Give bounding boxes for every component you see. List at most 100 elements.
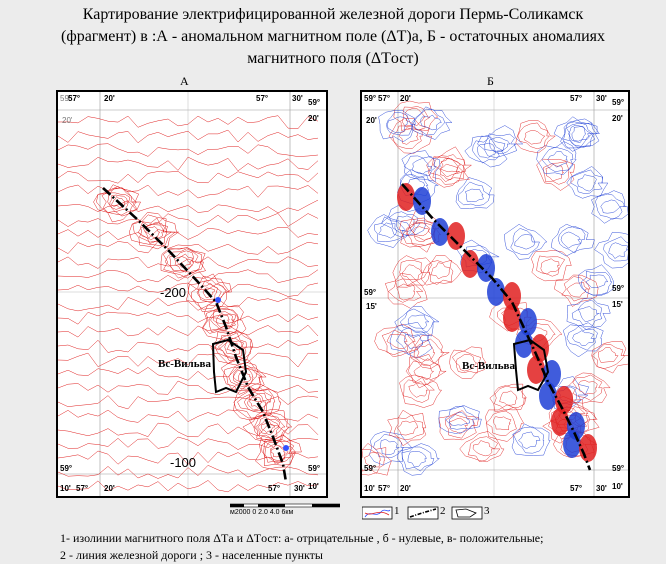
residual-contour	[403, 155, 438, 179]
isoline	[58, 282, 319, 297]
map-b-contours	[362, 92, 628, 496]
residual-contour	[581, 271, 613, 296]
anomaly-fill-b	[447, 222, 465, 250]
residual-contour	[553, 116, 598, 152]
anomaly-contour	[260, 439, 296, 463]
residual-contour	[558, 226, 586, 254]
settlement-outline	[512, 338, 550, 392]
residual-contour	[444, 414, 476, 439]
coord-lon: 57°	[570, 484, 583, 493]
residual-contour	[570, 169, 603, 194]
residual-contour	[566, 122, 597, 148]
marker-dot	[215, 297, 221, 303]
residual-contour	[591, 190, 628, 224]
residual-contour	[405, 354, 447, 389]
anomaly-contour	[107, 192, 131, 213]
anomaly-contour	[263, 434, 297, 466]
residual-contour	[409, 221, 431, 237]
residual-contour	[464, 135, 508, 168]
anomaly-contour	[223, 362, 263, 395]
residual-contour	[378, 222, 397, 239]
coord-lat: 59°	[60, 94, 73, 103]
residual-contour	[412, 226, 433, 242]
coord-min: 20'	[612, 114, 623, 123]
residual-contour	[407, 451, 427, 468]
coord-lat: 59°	[612, 98, 625, 107]
panel-a-label: А	[180, 74, 189, 88]
contour-label: -200	[160, 285, 187, 300]
residual-contour	[392, 125, 423, 149]
residual-contour	[595, 193, 626, 220]
scale-ruler	[230, 503, 340, 508]
map-panel-b[interactable]: 59° 57° 20' 57° 30' 59° 20' 20' 59° 15' …	[360, 90, 630, 498]
residual-contour	[399, 374, 443, 408]
anomaly-contour	[238, 372, 252, 382]
residual-contour	[387, 116, 408, 133]
residual-contour	[560, 118, 600, 149]
residual-contour	[547, 151, 568, 168]
settlement-outline	[211, 338, 248, 394]
residual-contour	[591, 341, 628, 374]
residual-contour	[438, 410, 479, 441]
isoline	[58, 269, 319, 283]
legend-item-2: 2	[440, 505, 446, 517]
contour-label: -100	[170, 455, 197, 470]
coord-lat: 59°	[612, 284, 625, 293]
title-line-3: магнитного поля (ΔTост)	[247, 50, 419, 67]
residual-contour	[428, 259, 454, 285]
residual-contour	[401, 150, 441, 182]
residual-contour	[455, 177, 495, 210]
anomaly-contour	[220, 356, 267, 391]
residual-contour	[511, 423, 551, 456]
map-panel-a[interactable]: 59° 57° 20' 57° 30' 59° 20' 20' 59° 10' …	[56, 90, 328, 498]
anomaly-contour	[228, 365, 263, 390]
anomaly-contour	[202, 307, 239, 334]
residual-contour	[369, 431, 413, 466]
residual-contour	[585, 274, 609, 288]
isoline	[58, 129, 319, 144]
residual-contour	[560, 231, 582, 249]
residual-contour	[571, 299, 603, 328]
coord-lon: 57°	[378, 484, 391, 493]
residual-contour	[510, 228, 540, 255]
coord-min: 30'	[596, 484, 607, 493]
anomaly-contour	[101, 187, 138, 217]
residual-contour	[396, 283, 416, 301]
anomaly-fill-b	[413, 187, 431, 215]
residual-contour	[389, 322, 433, 359]
residual-contour	[386, 334, 408, 349]
coord-min: 30'	[596, 94, 607, 103]
coord-lon: 57°	[268, 484, 281, 493]
anomaly-fill-b	[519, 308, 537, 336]
residual-contour	[367, 214, 413, 248]
anomaly-contour	[208, 308, 240, 332]
residual-contour	[458, 181, 491, 206]
anomaly-fill-b	[579, 434, 597, 462]
anomaly-fill-a	[461, 250, 479, 278]
residual-contour	[504, 224, 548, 260]
anomaly-contour	[96, 187, 138, 216]
anomaly-contour	[242, 408, 293, 448]
isoline	[58, 324, 319, 338]
residual-contour	[426, 146, 473, 182]
residual-contour	[536, 141, 577, 175]
residual-contour	[364, 452, 381, 468]
isoline	[58, 212, 319, 228]
legend-line-1: 1- изолинии магнитного поля ΔTа и ΔTост:…	[60, 531, 544, 545]
residual-contour	[598, 347, 619, 363]
legend-item-1: 1	[394, 505, 400, 517]
isoline	[58, 339, 319, 353]
coord-lat: 59°	[612, 464, 625, 473]
residual-contour	[440, 163, 460, 181]
residual-contour	[494, 385, 526, 412]
residual-contour	[459, 431, 505, 463]
residual-contour	[397, 443, 440, 476]
coord-min: 30'	[292, 94, 303, 103]
coord-min: 10'	[364, 484, 375, 493]
coord-lon: 57°	[256, 94, 269, 103]
isoline	[58, 409, 319, 423]
figure-title: Картирование электрифицированной железно…	[0, 4, 666, 70]
anomaly-contour	[110, 196, 127, 209]
residual-contour	[388, 118, 432, 154]
coord-min: 10'	[308, 482, 319, 491]
